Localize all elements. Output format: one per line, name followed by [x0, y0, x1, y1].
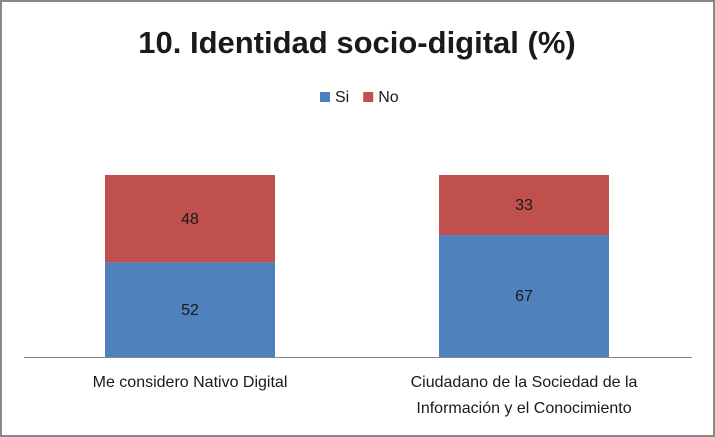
x-tick-label: Me considero Nativo Digital [92, 374, 288, 391]
data-label: 52 [181, 302, 199, 319]
legend-swatch [363, 92, 374, 102]
legend-label: No [378, 89, 399, 106]
bar-segment [105, 262, 275, 357]
legend-label: Si [335, 89, 349, 106]
legend-swatch [320, 92, 330, 102]
bar-segment [439, 175, 609, 236]
chart-title: 10. Identidad socio-digital (%) [138, 25, 575, 60]
data-label: 48 [181, 211, 199, 228]
bar-segment [105, 175, 275, 263]
data-label: 33 [515, 197, 533, 214]
x-tick-label: Ciudadano de la Sociedad de la Informaci… [410, 374, 638, 417]
bar-segment [439, 235, 609, 357]
data-label: 67 [515, 288, 533, 305]
